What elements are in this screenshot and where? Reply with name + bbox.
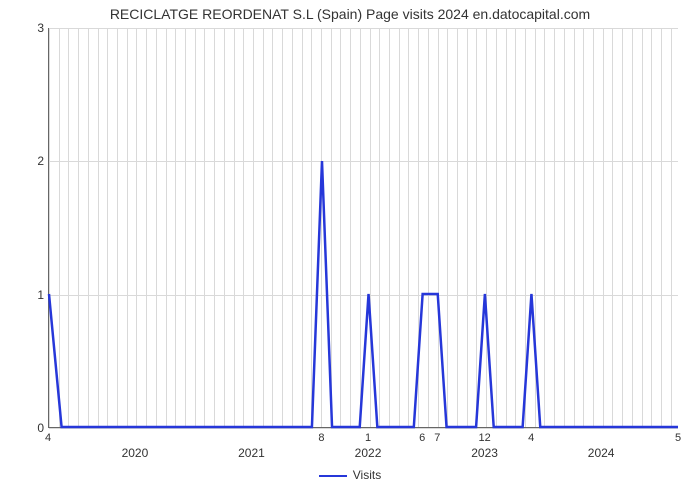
x-point-label: 8 <box>318 432 324 444</box>
y-tick-label: 2 <box>28 154 44 168</box>
x-point-label: 7 <box>434 432 440 444</box>
line-chart: RECICLATGE REORDENAT S.L (Spain) Page vi… <box>0 0 700 500</box>
x-point-label: 12 <box>478 432 490 444</box>
x-point-label: 6 <box>419 432 425 444</box>
chart-title: RECICLATGE REORDENAT S.L (Spain) Page vi… <box>0 6 700 22</box>
legend-label: Visits <box>353 468 381 482</box>
x-year-label: 2021 <box>238 446 265 460</box>
x-year-label: 2022 <box>355 446 382 460</box>
y-tick-label: 3 <box>28 21 44 35</box>
x-year-label: 2020 <box>122 446 149 460</box>
y-tick-label: 1 <box>28 288 44 302</box>
legend-swatch <box>319 475 347 478</box>
x-point-label: 1 <box>365 432 371 444</box>
visits-line <box>49 28 678 427</box>
x-point-label: 4 <box>45 432 51 444</box>
x-year-label: 2023 <box>471 446 498 460</box>
y-tick-label: 0 <box>28 421 44 435</box>
x-point-label: 5 <box>675 432 681 444</box>
plot-area <box>48 28 678 428</box>
x-year-label: 2024 <box>588 446 615 460</box>
legend: Visits <box>0 468 700 482</box>
x-point-label: 4 <box>528 432 534 444</box>
